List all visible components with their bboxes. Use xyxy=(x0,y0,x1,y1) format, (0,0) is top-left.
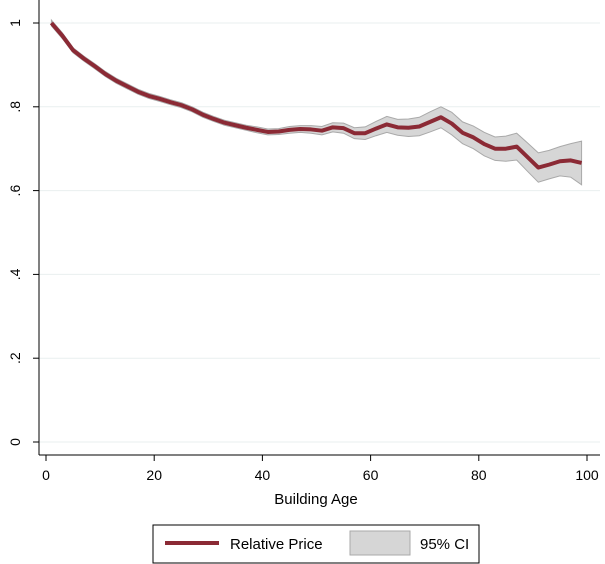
x-tick-label-5: 100 xyxy=(575,467,599,483)
confidence-band-layer xyxy=(50,18,583,186)
y-tick-label-4: .8 xyxy=(7,101,23,113)
x-axis-title: Building Age xyxy=(274,491,357,508)
y-tick-label-0: 0 xyxy=(7,438,23,446)
x-tick-label-3: 60 xyxy=(363,467,379,483)
legend-band-swatch xyxy=(349,530,411,556)
axes: 0 .2 .4 .6 .8 1 0 20 40 60 80 100 xyxy=(7,0,600,483)
relative-price-line xyxy=(49,21,583,170)
y-tick-label-5: 1 xyxy=(7,19,23,27)
legend: Relative Price 95% CI xyxy=(152,524,480,564)
x-tick-label-1: 20 xyxy=(146,467,162,483)
relative-price-line-layer xyxy=(49,21,583,170)
ci-band-95 xyxy=(50,18,583,186)
legend-label-95-ci: 95% CI xyxy=(420,536,469,553)
x-tick-label-2: 40 xyxy=(255,467,271,483)
legend-label-relative-price: Relative Price xyxy=(230,536,323,553)
y-tick-label-2: .4 xyxy=(7,268,23,280)
x-tick-label-0: 0 xyxy=(42,467,50,483)
y-tick-label-3: .6 xyxy=(7,185,23,197)
y-tick-label-1: .2 xyxy=(7,352,23,364)
grid-lines xyxy=(39,22,600,443)
x-tick-label-4: 80 xyxy=(471,467,487,483)
